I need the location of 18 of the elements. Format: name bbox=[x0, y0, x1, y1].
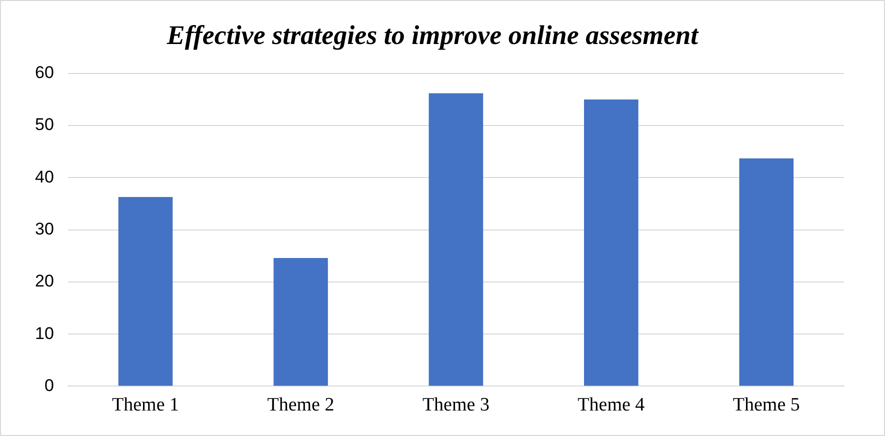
y-tick-label: 30 bbox=[34, 219, 54, 238]
x-tick-label: Theme 4 bbox=[578, 394, 646, 416]
y-tick-label: 10 bbox=[34, 324, 54, 343]
y-tick-label: 40 bbox=[34, 167, 54, 186]
x-tick-label: Theme 1 bbox=[112, 394, 180, 416]
bar bbox=[739, 158, 794, 386]
x-tick-label: Theme 2 bbox=[267, 394, 334, 416]
x-tick-label: Theme 5 bbox=[732, 394, 800, 416]
y-tick-label: 20 bbox=[34, 272, 54, 291]
y-tick-label: 0 bbox=[44, 376, 54, 395]
bar bbox=[584, 99, 638, 386]
y-tick-label: 50 bbox=[34, 115, 54, 134]
chart-title: Effective strategies to improve online assesment bbox=[166, 20, 700, 50]
bar bbox=[118, 196, 173, 386]
x-tick-label: Theme 3 bbox=[422, 394, 490, 416]
bar bbox=[274, 258, 328, 386]
y-tick-label: 60 bbox=[34, 63, 54, 82]
bar bbox=[428, 93, 484, 386]
